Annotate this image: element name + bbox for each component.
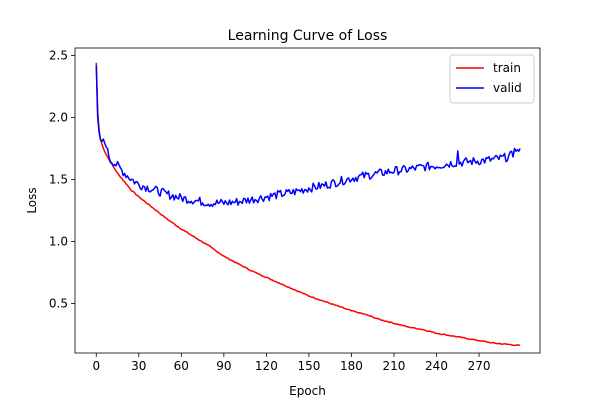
x-tick-label: 30	[131, 359, 146, 373]
chart-title: Learning Curve of Loss	[228, 28, 388, 44]
legend-valid-label: valid	[493, 81, 522, 95]
x-tick-label: 180	[340, 359, 363, 373]
y-tick-label: 2.0	[49, 110, 68, 124]
legend-train-label: train	[493, 61, 521, 75]
x-axis-label: Epoch	[289, 384, 326, 398]
x-tick-label: 90	[216, 359, 231, 373]
y-axis-ticks: 0.5 1.0 1.5 2.0 2.5	[49, 48, 75, 310]
x-tick-label: 0	[92, 359, 100, 373]
y-tick-label: 1.5	[49, 172, 68, 186]
x-tick-label: 120	[255, 359, 278, 373]
series-line-train	[95, 62, 521, 347]
legend: train valid	[449, 54, 535, 104]
legend-box	[449, 54, 535, 104]
x-tick-label: 210	[383, 359, 406, 373]
x-tick-label: 150	[297, 359, 320, 373]
plot-area	[95, 62, 521, 347]
y-axis-label: Loss	[25, 187, 39, 213]
x-tick-label: 240	[425, 359, 448, 373]
x-axis-ticks: 0 30 60 90 120 150 180 210 240 270	[92, 353, 490, 373]
y-tick-label: 0.5	[49, 296, 68, 310]
y-tick-label: 1.0	[49, 234, 68, 248]
series-line-valid	[95, 65, 521, 208]
y-tick-label: 2.5	[49, 48, 68, 62]
x-tick-label: 60	[174, 359, 189, 373]
x-tick-label: 270	[468, 359, 491, 373]
axes-frame	[74, 47, 541, 354]
